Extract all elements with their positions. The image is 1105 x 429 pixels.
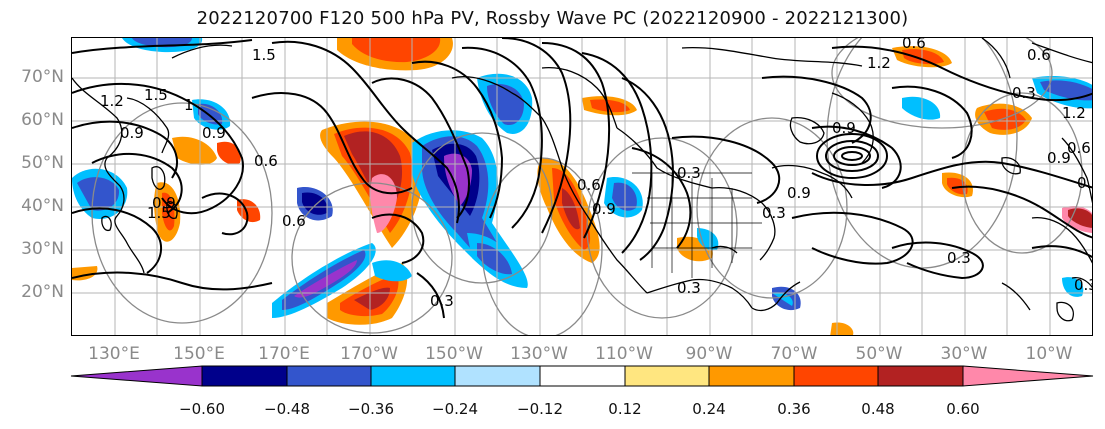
map-title: 2022120700 F120 500 hPa PV, Rossby Wave …: [196, 8, 909, 29]
contour-label: 0.6: [1067, 139, 1091, 157]
colorbar-label: −0.60: [179, 400, 225, 418]
lon-label: 130°E: [88, 344, 140, 364]
colorbar-min-extension: [70, 365, 203, 387]
lat-label: 50°N: [21, 153, 64, 173]
colorbar-segment: [370, 365, 456, 387]
contour-label: 1.5: [252, 46, 276, 64]
contour-label: 0.3: [1077, 174, 1093, 192]
contour-label: 0.3: [762, 204, 786, 222]
colorbar-label: 0.24: [692, 400, 726, 418]
map-panel: 1.5 1.2 1.5 0.9 1 0.9 0.6 0.6 0.3 1.5 0.…: [71, 37, 1093, 336]
contour-label: 0.6: [1027, 46, 1051, 64]
contour-label: 0.3: [430, 292, 454, 310]
contour-label: 0.3: [1012, 84, 1036, 102]
contour-label: 0.3: [677, 164, 701, 182]
lon-label: 130°W: [510, 344, 568, 364]
colorbar-label: −0.36: [348, 400, 394, 418]
contour-label: 0.9: [120, 124, 144, 142]
contour-label: 1.2: [100, 92, 124, 110]
lat-label: 30°N: [21, 239, 64, 259]
lat-label: 70°N: [21, 67, 64, 87]
contour-label: 1.2: [1062, 104, 1086, 122]
colorbar-label: −0.48: [264, 400, 310, 418]
colorbar-label: −0.24: [432, 400, 478, 418]
colorbar-segment: [708, 365, 795, 387]
contour-label: 0.6: [577, 176, 601, 194]
contour-label: 0.9: [832, 119, 856, 137]
lon-label: 170°E: [258, 344, 310, 364]
contour-label: 0.3: [1074, 276, 1093, 294]
contour-label: 0.9: [152, 194, 176, 212]
colorbar-label: −0.12: [517, 400, 563, 418]
colorbar-segment: [793, 365, 879, 387]
pv-map: 1.5 1.2 1.5 0.9 1 0.9 0.6 0.6 0.3 1.5 0.…: [72, 38, 1093, 335]
contour-label: 0.6: [254, 152, 278, 170]
lat-label: 60°N: [21, 110, 64, 130]
contour-label: 1.5: [147, 204, 171, 222]
colorbar-label: 0.12: [608, 400, 642, 418]
contour-label: 1.5: [144, 86, 168, 104]
colorbar-segment: [201, 365, 288, 387]
lon-label: 50°W: [855, 344, 903, 364]
lon-label: 110°W: [595, 344, 653, 364]
lon-label: 170°W: [340, 344, 398, 364]
colorbar-label: 0.36: [777, 400, 811, 418]
state-borders: [632, 172, 762, 278]
lon-label: 150°W: [425, 344, 483, 364]
contour-label: 0.9: [787, 184, 811, 202]
colorbar-segment: [286, 365, 372, 387]
contour-label: 0.3: [947, 249, 971, 267]
lon-label: 30°W: [940, 344, 988, 364]
colorbar-segment: [877, 365, 964, 387]
contour-label: 0.3: [677, 279, 701, 297]
lon-label: 90°W: [685, 344, 733, 364]
colorbar-segment: [454, 365, 541, 387]
contour-label: 0.9: [202, 124, 226, 142]
colorbar-label: 0.60: [946, 400, 980, 418]
contour-label: 0.6: [282, 212, 306, 230]
lon-label: 10°W: [1025, 344, 1073, 364]
colorbar-segment: [624, 365, 710, 387]
contour-label: 1: [184, 96, 194, 114]
contour-label: 0.6: [902, 38, 926, 52]
contour-label: 0.9: [1047, 149, 1071, 167]
lat-label: 40°N: [21, 196, 64, 216]
colorbar: [70, 365, 1094, 387]
colorbar-label: 0.48: [861, 400, 895, 418]
pv-contours: [72, 38, 1092, 319]
lat-label: 20°N: [21, 282, 64, 302]
contour-label: 1.2: [867, 54, 891, 72]
colorbar-max-extension: [962, 365, 1094, 387]
colorbar-segment: [539, 365, 626, 387]
lon-label: 150°E: [173, 344, 225, 364]
contour-label: 0.9: [592, 200, 616, 218]
lon-label: 70°W: [770, 344, 818, 364]
contour-labels: 1.5 1.2 1.5 0.9 1 0.9 0.6 0.6 0.3 1.5 0.…: [100, 38, 1093, 310]
